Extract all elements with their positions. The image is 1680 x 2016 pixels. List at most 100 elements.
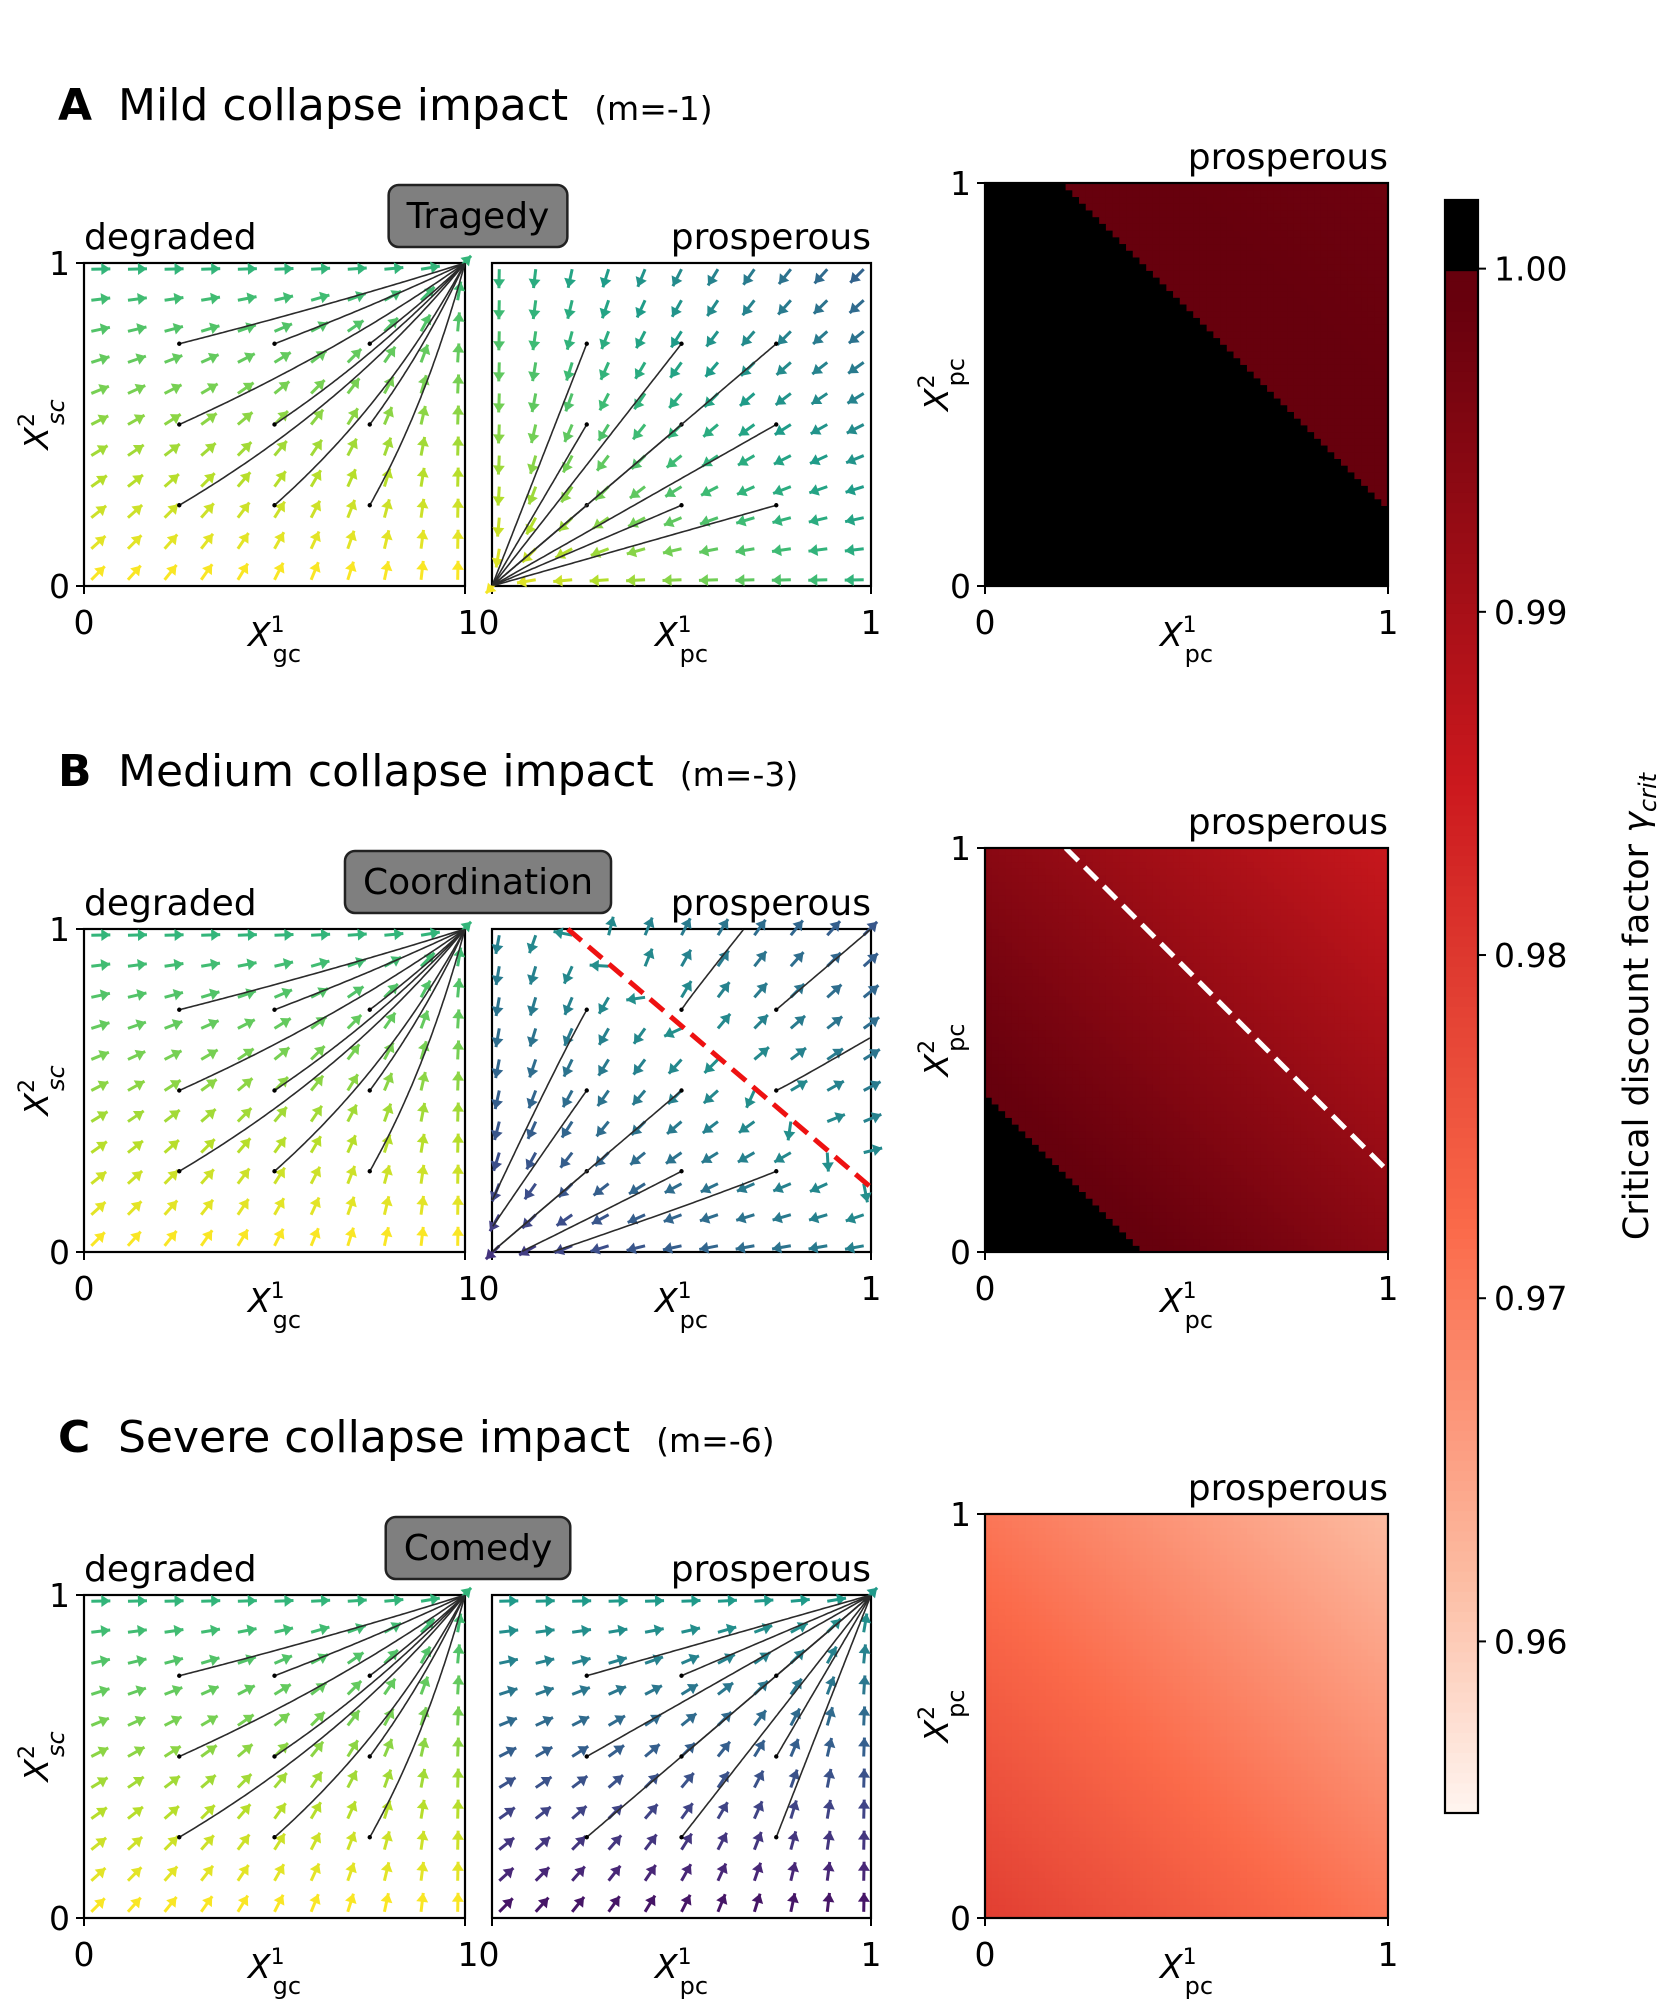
heatmap-cell (1381, 418, 1389, 426)
quiver-arrow (643, 948, 655, 967)
quiver-arrow (346, 985, 365, 999)
heatmap-cell (1327, 377, 1335, 386)
quiver-arrow (127, 383, 146, 395)
heatmap-cell (1361, 518, 1369, 527)
heatmap-cell (1327, 263, 1335, 271)
heatmap-cell (1226, 505, 1235, 513)
quiver-arrow (200, 532, 215, 550)
heatmap-cell (1112, 451, 1120, 459)
heatmap-cell (1246, 243, 1255, 251)
heatmap-cell (1367, 310, 1376, 318)
heatmap-cell (1052, 465, 1060, 473)
heatmap-cell (1065, 565, 1073, 574)
heatmap-cell (1253, 491, 1261, 500)
heatmap-cell (1126, 579, 1134, 587)
heatmap-cell (1139, 545, 1147, 554)
quiver-arrow (808, 514, 828, 526)
heatmap-cell (1038, 344, 1047, 352)
heatmap-cell (1320, 431, 1329, 439)
heatmap-cell (1179, 270, 1188, 278)
heatmap-cell (991, 236, 1000, 245)
heatmap-cell (1179, 243, 1188, 251)
heatmap-cell (1146, 290, 1154, 298)
heatmap-cell (985, 404, 993, 412)
heatmap-cell (1132, 283, 1141, 292)
quiver-arrow (492, 393, 505, 413)
heatmap-cell (1105, 444, 1114, 453)
heatmap-cell (1166, 411, 1174, 419)
heatmap-cell (1105, 263, 1114, 271)
heatmap-cell (1320, 283, 1329, 292)
heatmap-cell (1058, 324, 1067, 332)
heatmap-cell (1220, 377, 1228, 386)
heatmap-cell (1381, 572, 1389, 580)
heatmap-cell (1220, 451, 1228, 459)
quiver-arrow (518, 1244, 537, 1257)
heatmap-cell (1287, 491, 1295, 500)
heatmap-cell (1367, 203, 1376, 211)
heatmap-cell (1032, 303, 1040, 312)
heatmap-cell (1300, 303, 1308, 312)
heatmap-cell (1105, 438, 1114, 446)
heatmap-cell (1253, 317, 1261, 325)
quiver-head (96, 1111, 108, 1122)
heatmap-cell (1293, 478, 1302, 486)
heatmap-cell (1139, 290, 1147, 298)
heatmap-cell (1166, 478, 1174, 486)
heatmap-cell (1226, 391, 1235, 399)
quiver-arrow (90, 1140, 108, 1154)
heatmap-cell (1152, 552, 1161, 560)
heatmap-cell (1119, 431, 1127, 439)
heatmap-cell (1052, 277, 1060, 285)
quiver-arrow (91, 263, 111, 276)
heatmap-cell (1146, 223, 1154, 231)
heatmap-cell (1146, 283, 1154, 292)
heatmap-cell (1354, 364, 1362, 372)
quiver-head (635, 276, 647, 287)
quiver-head (242, 1048, 254, 1059)
heatmap-cell (1361, 525, 1369, 533)
heatmap-cell (1132, 404, 1141, 412)
heatmap-cell (1038, 290, 1047, 298)
heatmap-cell (1079, 512, 1087, 520)
quiver-head (137, 928, 147, 941)
quiver-arrow (311, 928, 331, 941)
heatmap-cell (1199, 431, 1208, 439)
heatmap-cell (1132, 203, 1141, 211)
heatmap-cell (1132, 290, 1141, 298)
quiver-head (393, 928, 404, 941)
heatmap-cell (1340, 189, 1349, 198)
heatmap-cell (1139, 203, 1147, 211)
heatmap-cell (1105, 572, 1114, 580)
heatmap-cell (1347, 344, 1356, 352)
quiver-arrow (201, 262, 221, 275)
quiver-arrow (526, 1120, 538, 1140)
heatmap-cell (1361, 297, 1369, 305)
heatmap-cell (1193, 189, 1201, 198)
heatmap-cell (1320, 337, 1329, 345)
heatmap-cell (1327, 491, 1335, 500)
quiver-arrow (492, 424, 505, 444)
quiver-arrow (200, 352, 220, 364)
heatmap-cell (1058, 532, 1067, 540)
heatmap-cell (1152, 196, 1161, 204)
heatmap-cell (1186, 344, 1194, 352)
heatmap-cell (1052, 391, 1060, 399)
quiver-arrow (451, 529, 464, 549)
heatmap-cell (1220, 485, 1228, 493)
heatmap-cell (1374, 183, 1382, 191)
heatmap-cell (1186, 223, 1194, 231)
heatmap-cell (1052, 317, 1060, 325)
heatmap-cell (1327, 532, 1335, 540)
heatmap-cell (1011, 444, 1020, 453)
heatmap-cell (1340, 391, 1349, 399)
quiver-arrow (164, 958, 184, 971)
heatmap-cell (1139, 277, 1147, 285)
quiver-arrow (491, 966, 504, 986)
heatmap-cell (1246, 424, 1255, 433)
heatmap-cell (1173, 565, 1181, 574)
heatmap-cell (1025, 498, 1033, 506)
heatmap-cell (1307, 418, 1315, 426)
heatmap-cell (1246, 330, 1255, 339)
quiver-arrow (201, 928, 221, 941)
